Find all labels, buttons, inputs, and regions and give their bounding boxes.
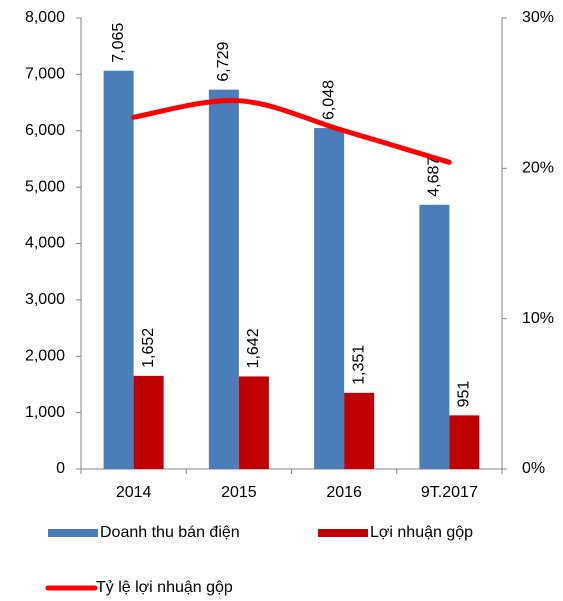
- bar: [449, 415, 480, 469]
- data-label: 1,351: [350, 345, 367, 385]
- bar: [314, 128, 345, 469]
- y-tick-label: 5,000: [25, 178, 65, 195]
- bar: [133, 375, 164, 469]
- y-tick-label: 8,000: [25, 9, 65, 26]
- y-tick-label: 3,000: [25, 291, 65, 308]
- data-label: 7,065: [110, 23, 127, 63]
- y-tick-label: 7,000: [25, 66, 65, 83]
- data-label: 6,729: [215, 42, 232, 82]
- y2-tick-label: 20%: [522, 160, 554, 177]
- y-tick-label: 4,000: [25, 235, 65, 252]
- bar: [103, 70, 134, 469]
- legend-label: Tỷ lệ lợi nhuận gộp: [96, 579, 233, 596]
- bar: [238, 376, 269, 469]
- y-tick-label: 6,000: [25, 122, 65, 139]
- y2-tick-label: 30%: [522, 9, 554, 26]
- x-tick-label: 2014: [116, 484, 152, 501]
- legend-label: Doanh thu bán điện: [100, 524, 240, 541]
- x-tick-label: 9T.2017: [421, 484, 478, 501]
- data-label: 1,642: [245, 328, 262, 368]
- bar: [208, 89, 239, 470]
- bar: [344, 392, 375, 469]
- y-tick-label: 1,000: [25, 404, 65, 421]
- data-label: 1,652: [140, 328, 157, 368]
- line: [131, 97, 452, 165]
- legend-swatch: [48, 529, 98, 537]
- data-label: 6,048: [320, 80, 337, 120]
- data-label: 951: [456, 381, 473, 408]
- data-label: 4,687: [426, 157, 443, 197]
- x-tick-label: 2016: [326, 484, 362, 501]
- x-tick-label: 2015: [221, 484, 257, 501]
- y-tick-label: 0: [56, 460, 65, 477]
- legend-label: Lợi nhuận gộp: [370, 524, 473, 541]
- y2-tick-label: 10%: [522, 310, 554, 327]
- legend-swatch: [318, 529, 368, 537]
- y-tick-label: 2,000: [25, 347, 65, 364]
- bar: [419, 204, 450, 469]
- y2-tick-label: 0%: [522, 460, 545, 477]
